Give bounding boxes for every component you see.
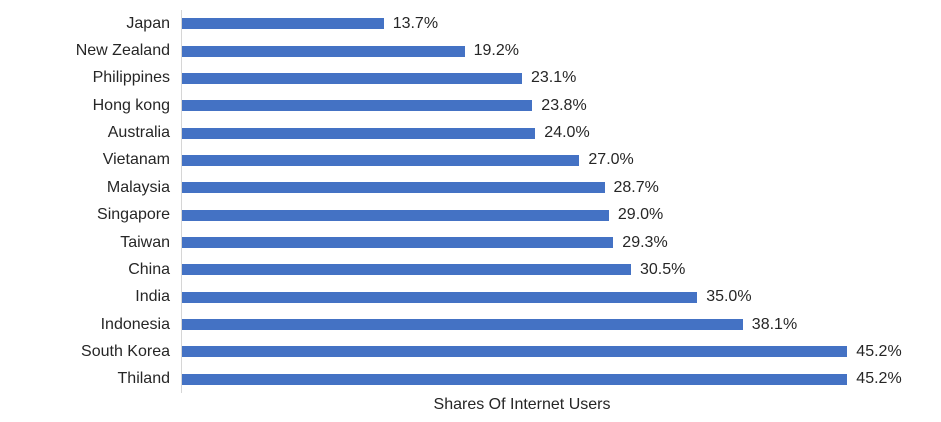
category-label: Malaysia xyxy=(106,178,170,196)
category-label: Thiland xyxy=(117,370,170,388)
category-label: Taiwan xyxy=(120,233,170,251)
bar xyxy=(182,209,609,221)
value-label: 29.0% xyxy=(617,206,664,224)
chart-row: Singapore 29.0% xyxy=(0,202,941,229)
category-axis-line xyxy=(181,10,182,393)
x-axis-title: Shares Of Internet Users xyxy=(433,396,611,413)
chart-row: Japan 13.7% xyxy=(0,10,941,37)
category-label: Indonesia xyxy=(100,315,170,333)
value-label: 35.0% xyxy=(706,288,752,306)
value-label: 27.0% xyxy=(588,151,634,169)
bar xyxy=(182,45,465,57)
value-label: 13.7% xyxy=(392,14,439,32)
bar xyxy=(182,291,698,303)
value-label: 30.5% xyxy=(640,260,686,278)
chart-row: India 35.0% xyxy=(0,284,941,311)
value-label: 29.3% xyxy=(622,233,668,251)
value-label: 45.2% xyxy=(856,370,902,388)
chart-row: Australia 24.0% xyxy=(0,119,941,146)
bar xyxy=(182,154,580,166)
value-label: 19.2% xyxy=(473,42,519,60)
bar xyxy=(182,264,631,276)
bar xyxy=(182,319,743,331)
value-label: 28.7% xyxy=(613,178,659,196)
category-label: Vietanam xyxy=(102,151,170,169)
chart-row: New Zealand 19.2% xyxy=(0,37,941,64)
category-label: Philippines xyxy=(92,69,170,87)
bar xyxy=(182,100,533,112)
chart-row: Thiland 45.2% xyxy=(0,366,941,393)
category-label: Australia xyxy=(107,124,170,142)
value-label: 38.1% xyxy=(751,315,798,333)
category-label: Singapore xyxy=(97,206,170,224)
category-label: South Korea xyxy=(81,342,170,360)
value-label: 45.2% xyxy=(856,342,902,360)
chart-row: Malaysia 28.7% xyxy=(0,174,941,201)
category-label: Japan xyxy=(126,14,170,32)
chart-row: Philippines 23.1% xyxy=(0,65,941,92)
chart-row: Indonesia 38.1% xyxy=(0,311,941,338)
bar xyxy=(182,237,614,249)
bar xyxy=(182,373,848,385)
bar-rows: Japan 13.7% New Zealand 19.2% Philippines 23.… xyxy=(0,10,941,393)
chart-row: Hong kong 23.8% xyxy=(0,92,941,119)
category-label: China xyxy=(128,260,170,278)
bar xyxy=(182,72,522,84)
category-label: New Zealand xyxy=(75,42,170,60)
bar xyxy=(182,346,848,358)
value-label: 23.1% xyxy=(531,69,577,87)
category-label: Hong kong xyxy=(92,96,170,114)
bar xyxy=(182,182,605,194)
value-label: 23.8% xyxy=(541,96,587,114)
category-label: India xyxy=(135,288,170,306)
value-label: 24.0% xyxy=(544,124,590,142)
bar xyxy=(182,18,384,30)
chart-row: South Korea 45.2% xyxy=(0,338,941,365)
bar xyxy=(182,127,536,139)
chart-row: Taiwan 29.3% xyxy=(0,229,941,256)
chart-row: Vietanam 27.0% xyxy=(0,147,941,174)
chart-row: China 30.5% xyxy=(0,256,941,283)
